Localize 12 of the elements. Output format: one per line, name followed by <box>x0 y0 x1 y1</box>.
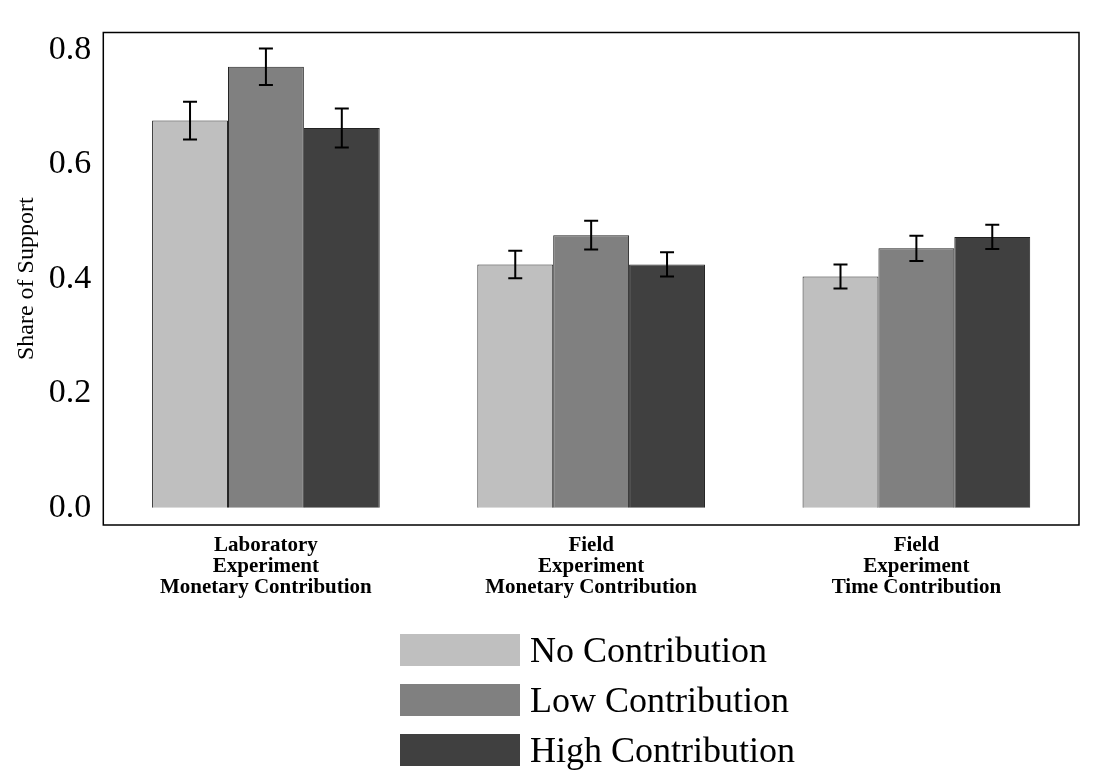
legend-label: Low Contribution <box>530 679 789 722</box>
y-tick-label: 0.2 <box>48 372 92 410</box>
y-tick-label: 0.8 <box>48 28 92 66</box>
x-tick-label: Field Experiment Time Contribution <box>831 531 1002 598</box>
legend-label: No Contribution <box>530 629 768 672</box>
y-tick-label: 0.0 <box>48 486 92 524</box>
y-tick-label: 0.4 <box>48 257 92 295</box>
y-axis-title: Share of Support <box>11 197 38 361</box>
y-tick-label: 0.6 <box>48 143 92 181</box>
x-tick-label: Laboratory Experiment Monetary Contribution <box>160 531 373 598</box>
legend-label: High Contribution <box>530 729 796 772</box>
x-tick-label: Field Experiment Monetary Contribution <box>485 531 698 598</box>
